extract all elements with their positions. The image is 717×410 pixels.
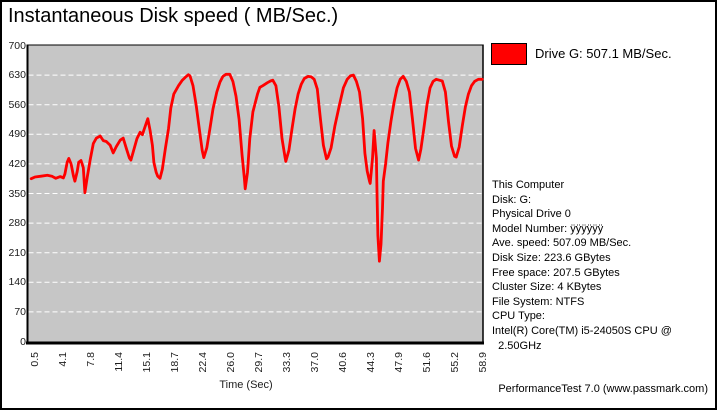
legend-label: Drive G: 507.1 MB/Sec. <box>535 46 672 61</box>
y-tick-label: 140 <box>8 276 26 289</box>
plot-area <box>26 44 484 345</box>
x-tick-label: 4.1 <box>56 352 69 367</box>
system-info-line: File System: NTFS <box>492 295 585 308</box>
y-tick-label: 350 <box>8 187 26 200</box>
system-info-line: CPU Type: <box>492 310 545 323</box>
system-info-line: Free space: 207.5 GBytes <box>492 266 620 279</box>
system-info-line: 2.50GHz <box>492 339 542 352</box>
y-tick-label: 0 <box>20 335 26 348</box>
x-tick-label: 44.3 <box>365 352 377 373</box>
y-tick-label: 280 <box>8 217 26 230</box>
system-info-line: Model Number: ÿÿÿÿÿÿ <box>492 222 604 235</box>
y-tick-label: 560 <box>8 98 26 111</box>
x-tick-label: 55.2 <box>448 352 461 373</box>
y-tick-label: 70 <box>14 305 26 318</box>
x-tick-label: 11.4 <box>112 352 125 372</box>
system-info-line: Disk: G: <box>492 193 532 206</box>
x-tick-label: 29.7 <box>253 352 265 373</box>
system-info-line: This Computer <box>492 179 565 191</box>
x-tick-label: 0.5 <box>29 352 41 367</box>
system-info-line: Disk Size: 223.6 GBytes <box>492 251 611 264</box>
y-tick-label: 210 <box>8 246 26 259</box>
legend-swatch <box>491 43 527 65</box>
x-axis-title: Time (Sec) <box>219 379 273 391</box>
x-tick-label: 22.4 <box>197 352 209 373</box>
x-tick-label: 37.0 <box>309 352 321 373</box>
x-tick-label: 40.6 <box>336 352 349 373</box>
x-tick-label: 58.9 <box>477 352 489 373</box>
x-tick-label: 33.3 <box>280 352 293 373</box>
y-tick-label: 630 <box>8 69 26 82</box>
system-info-line: Physical Drive 0 <box>492 208 571 221</box>
y-tick-label: 420 <box>8 157 26 170</box>
system-info-line: Cluster Size: 4 KBytes <box>492 281 602 294</box>
chart-title: Instantaneous Disk speed ( MB/Sec.) <box>8 5 339 27</box>
system-info: This Computer Disk: G: Physical Drive 0 Mod… <box>492 179 672 354</box>
x-tick-label: 7.8 <box>85 352 97 367</box>
x-tick-label: 51.6 <box>421 352 433 373</box>
x-tick-label: 15.1 <box>141 352 153 373</box>
x-tick-label: 18.7 <box>168 352 181 373</box>
y-tick-label: 490 <box>8 128 26 141</box>
x-tick-label: 26.0 <box>224 352 237 373</box>
footer-branding: PerformanceTest 7.0 (www.passmark.com) <box>498 383 708 395</box>
y-tick-label: 700 <box>8 39 26 52</box>
system-info-line: Intel(R) Core(TM) i5-24050S CPU @ <box>492 324 672 337</box>
system-info-line: Ave. speed: 507.09 MB/Sec. <box>492 237 632 250</box>
speed-line <box>29 72 484 263</box>
x-tick-label: 47.9 <box>392 352 405 373</box>
